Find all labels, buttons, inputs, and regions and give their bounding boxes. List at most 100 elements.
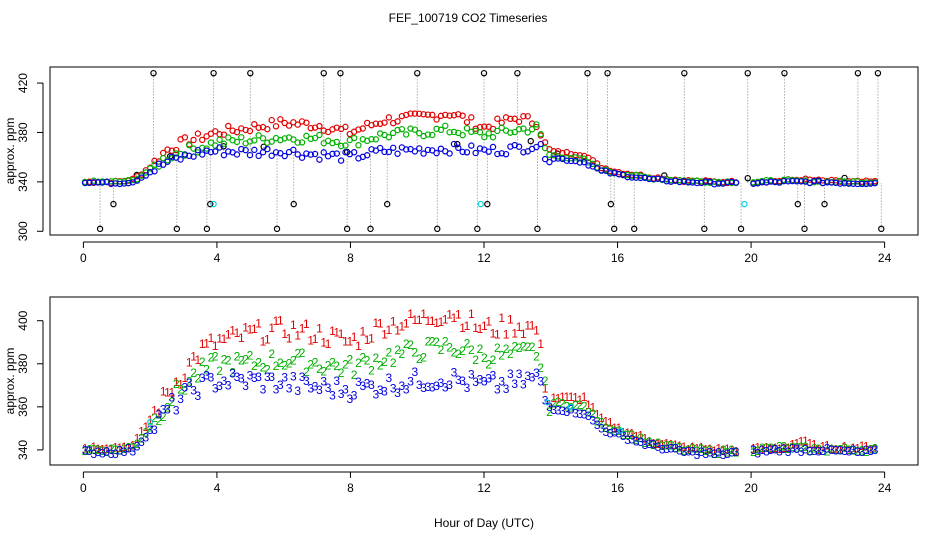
series-2-point: 2 <box>620 428 627 442</box>
series-3-point: 3 <box>286 381 293 395</box>
series-3-point <box>194 146 202 154</box>
series-2-point: 2 <box>268 347 275 361</box>
series-2-point: 2 <box>750 445 757 459</box>
series-2-point: 2 <box>550 396 557 410</box>
spike-point <box>474 225 481 233</box>
series-3-point <box>784 178 792 185</box>
series-2-point <box>498 124 505 131</box>
series-2-point <box>494 127 501 135</box>
series-3-point <box>316 156 323 163</box>
series-1-point: 1 <box>793 436 800 450</box>
series-3-point: 3 <box>711 447 718 461</box>
y-axis-label: approx. ppm <box>3 348 17 415</box>
series-1-point <box>359 125 367 132</box>
series-3-point: 3 <box>563 405 570 419</box>
series-1-point: 1 <box>247 322 254 336</box>
series-2-point: 2 <box>438 343 445 357</box>
series-2-point: 2 <box>129 441 136 455</box>
series-1-point <box>411 110 419 117</box>
series-3-point <box>450 140 458 148</box>
series-1-point: 1 <box>724 442 731 456</box>
series-2-point <box>333 138 340 146</box>
series-3-point: 3 <box>529 370 536 384</box>
series-3-point: 3 <box>134 440 141 454</box>
x-tick-label: 8 <box>347 251 354 265</box>
series-2-point <box>403 131 410 138</box>
series-2-point: 2 <box>633 433 640 447</box>
series-3-point <box>546 158 553 166</box>
series-3-point: 3 <box>867 444 874 458</box>
series-3-point: 3 <box>368 378 375 392</box>
series-3-point <box>424 146 432 154</box>
series-3-point: 3 <box>594 418 601 432</box>
series-2-point: 2 <box>694 444 701 458</box>
series-1-point: 1 <box>659 437 666 451</box>
series-1-point <box>272 123 280 130</box>
series-2-point: 2 <box>707 443 714 457</box>
series-2-point: 2 <box>481 351 488 365</box>
series-3-point: 3 <box>698 445 705 459</box>
series-1-point <box>307 124 314 132</box>
spike-point <box>290 200 297 208</box>
series-1-point: 1 <box>333 326 340 340</box>
series-3-point: 3 <box>242 379 249 393</box>
series-3-point: 3 <box>733 445 740 459</box>
series-2-point: 2 <box>611 424 618 438</box>
series-3-point <box>337 157 345 164</box>
series-1-point <box>463 119 471 126</box>
series-1-point: 1 <box>529 318 536 332</box>
series-1-point: 1 <box>316 321 323 335</box>
series-3-point <box>533 143 540 151</box>
series-2-point <box>429 131 436 139</box>
series-1-point: 1 <box>372 316 379 330</box>
series-1-point: 1 <box>320 335 327 349</box>
series-2-point: 2 <box>837 443 844 457</box>
series-1-point <box>420 111 427 118</box>
series-1-point: 1 <box>603 415 610 429</box>
series-3-point <box>554 155 562 162</box>
series-1-point <box>385 114 393 121</box>
series-1-point: 1 <box>872 442 879 456</box>
series-2-point: 2 <box>346 352 353 366</box>
series-1-point: 1 <box>438 315 445 329</box>
series-2-point: 2 <box>477 342 484 356</box>
series-1-point <box>151 157 158 165</box>
series-1-point: 1 <box>802 434 809 448</box>
series-1-point: 1 <box>364 333 371 347</box>
series-3-point <box>563 157 570 164</box>
series-1-point: 1 <box>550 391 557 405</box>
spike-point <box>607 200 615 208</box>
series-2-point: 2 <box>798 440 805 454</box>
series-3-point <box>641 174 649 182</box>
series-2-point: 2 <box>537 361 544 375</box>
series-2-point: 2 <box>260 360 267 374</box>
series-3-point <box>363 152 371 159</box>
series-1-point <box>251 121 258 128</box>
series-3-point <box>633 174 640 181</box>
series-1-point: 1 <box>251 322 258 336</box>
series-3-point: 3 <box>507 367 514 381</box>
series-2-point <box>251 137 258 144</box>
series-3-point: 3 <box>646 437 653 451</box>
series-3-point: 3 <box>546 400 553 414</box>
series-3-point: 3 <box>850 443 857 457</box>
series-3-point: 3 <box>238 371 245 385</box>
series-1-point <box>446 112 453 119</box>
spike-point <box>247 69 254 77</box>
series-3-point: 3 <box>99 447 106 461</box>
series-2-point: 2 <box>95 443 102 457</box>
series-2-point: 2 <box>824 444 831 458</box>
series-2-point <box>303 132 310 140</box>
series-3-point <box>515 143 523 150</box>
series-1-point: 1 <box>581 390 588 404</box>
series-1-point: 1 <box>342 334 349 348</box>
series-2-point: 2 <box>520 339 527 353</box>
spike-point <box>781 69 788 77</box>
series-3-point: 3 <box>581 408 588 422</box>
series-3-point <box>789 177 796 185</box>
series-3-point <box>850 180 857 187</box>
series-3-point <box>750 180 757 187</box>
series-2-point: 2 <box>702 444 709 458</box>
series-2-point <box>442 122 449 130</box>
series-3-point <box>832 179 840 187</box>
